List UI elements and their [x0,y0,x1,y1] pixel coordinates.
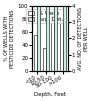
X-axis label: Depth, Feet: Depth, Feet [34,92,66,97]
Bar [43,48,46,71]
Bar [60,19,63,71]
Bar [34,35,37,71]
Bar [46,0,49,71]
Bar [37,0,40,71]
Bar [51,16,54,71]
Bar [63,0,66,71]
Bar [54,0,57,71]
Y-axis label: AVG. NO. OF DETECTIONS
PER WELL: AVG. NO. OF DETECTIONS PER WELL [78,7,89,70]
Legend: % Wells, Avg. Det.: % Wells, Avg. Det. [26,9,65,24]
Y-axis label: % OF WELLS WITH
PESTICIDE DETECTIONS: % OF WELLS WITH PESTICIDE DETECTIONS [4,9,15,68]
